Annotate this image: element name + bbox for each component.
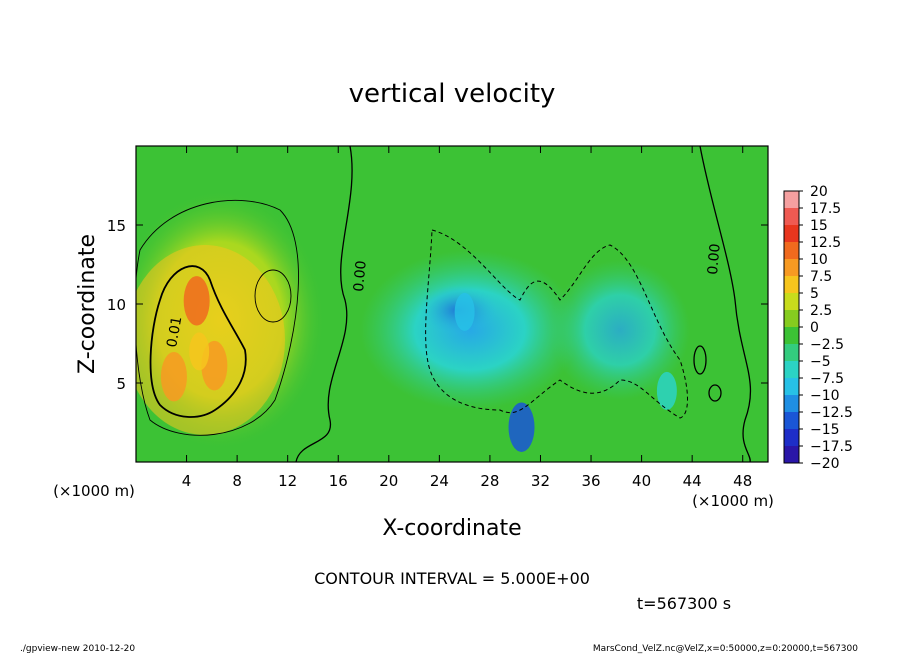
y-axis-label: Z-coordinate <box>75 234 100 374</box>
x-axis: 4 8 12 16 20 24 28 32 36 40 44 48 <box>182 146 752 490</box>
contour-negative <box>425 229 688 419</box>
x-tick-label: 16 <box>329 472 348 490</box>
x-tick-label: 28 <box>480 472 499 490</box>
contour-small-loop <box>254 269 292 323</box>
colorbar-label: −10 <box>810 388 840 404</box>
colorbar-label: 20 <box>810 184 828 200</box>
y-tick-label: 15 <box>107 217 126 235</box>
colorbar-segment <box>784 191 799 209</box>
y-unit-label: (×1000 m) <box>53 482 135 500</box>
data-extremum <box>454 292 475 331</box>
data-extremum <box>656 371 677 410</box>
contour-warm-outer <box>136 199 299 436</box>
colorbar-segment <box>784 310 799 328</box>
plot-area: 0.01 0.00 0.00 <box>136 146 768 462</box>
data-extremum <box>160 351 187 402</box>
x-tick-label: 12 <box>278 472 297 490</box>
colorbar-label: 10 <box>810 252 828 268</box>
colorbar-label: 15 <box>810 218 828 234</box>
contour-zero-right <box>699 146 752 462</box>
data-extremum <box>183 276 210 326</box>
contour-small-loop-right2 <box>693 345 707 375</box>
colorbar-label: −15 <box>810 422 840 438</box>
colorbar-segment <box>784 378 799 396</box>
x-tick-label: 8 <box>232 472 242 490</box>
colorbar: 2017.51512.5107.552.50−2.5−5−7.5−10−12.5… <box>783 184 853 472</box>
colorbar-segment <box>784 242 799 260</box>
data-extremum <box>508 402 535 452</box>
colorbar-label: −7.5 <box>810 371 844 387</box>
colorbar-segment <box>784 259 799 277</box>
colorbar-label: 0 <box>810 320 819 336</box>
x-tick-label: 24 <box>430 472 449 490</box>
contour-label-1: 0.01 <box>164 315 185 348</box>
colorbar-label: 12.5 <box>810 235 841 251</box>
colorbar-segment <box>784 361 799 379</box>
contour-interval-text: CONTOUR INTERVAL = 5.000E+00 <box>314 569 590 588</box>
colorbar-segment <box>784 395 799 413</box>
colorbar-label: −12.5 <box>810 405 853 421</box>
colorbar-segment <box>784 293 799 311</box>
x-tick-label: 36 <box>581 472 600 490</box>
colorbar-label: −17.5 <box>810 439 853 455</box>
data-extremum <box>189 332 210 371</box>
colorbar-segment <box>784 327 799 345</box>
footer-left: ./gpview-new 2010-12-20 <box>20 644 135 654</box>
x-axis-label: X-coordinate <box>382 516 521 541</box>
y-tick-label: 5 <box>116 375 126 393</box>
cool-region-right <box>550 260 690 400</box>
x-tick-label: 32 <box>531 472 550 490</box>
x-unit-label: (×1000 m) <box>692 492 774 510</box>
contour-label-2: 0.00 <box>351 260 370 292</box>
y-axis: 5 10 15 <box>107 217 768 393</box>
colorbar-segment <box>784 225 799 243</box>
colorbar-segment <box>784 276 799 294</box>
x-tick-label: 20 <box>379 472 398 490</box>
colorbar-segment <box>784 412 799 430</box>
colorbar-label: 2.5 <box>810 303 832 319</box>
colorbar-segment <box>784 446 799 464</box>
colorbar-label: −5 <box>810 354 831 370</box>
time-text: t=567300 s <box>637 594 731 613</box>
footer-right: MarsCond_VelZ.nc@VelZ,x=0:50000,z=0:2000… <box>593 644 858 654</box>
x-tick-label: 40 <box>632 472 651 490</box>
y-tick-label: 10 <box>107 296 126 314</box>
contour-label-3: 0.00 <box>705 243 724 275</box>
x-tick-label: 4 <box>182 472 192 490</box>
colorbar-label: 7.5 <box>810 269 832 285</box>
x-tick-label: 44 <box>683 472 702 490</box>
colorbar-segment <box>784 429 799 447</box>
colorbar-label: −2.5 <box>810 337 844 353</box>
x-tick-label: 48 <box>733 472 752 490</box>
colorbar-segment <box>784 208 799 226</box>
contour-zero-left <box>295 146 353 462</box>
colorbar-label: −20 <box>810 456 840 472</box>
contour-small-loop-right <box>708 384 722 402</box>
contour-hot <box>149 265 247 418</box>
chart-title: vertical velocity <box>349 79 556 109</box>
colorbar-label: 5 <box>810 286 819 302</box>
colorbar-label: 17.5 <box>810 201 841 217</box>
colorbar-segment <box>784 344 799 362</box>
